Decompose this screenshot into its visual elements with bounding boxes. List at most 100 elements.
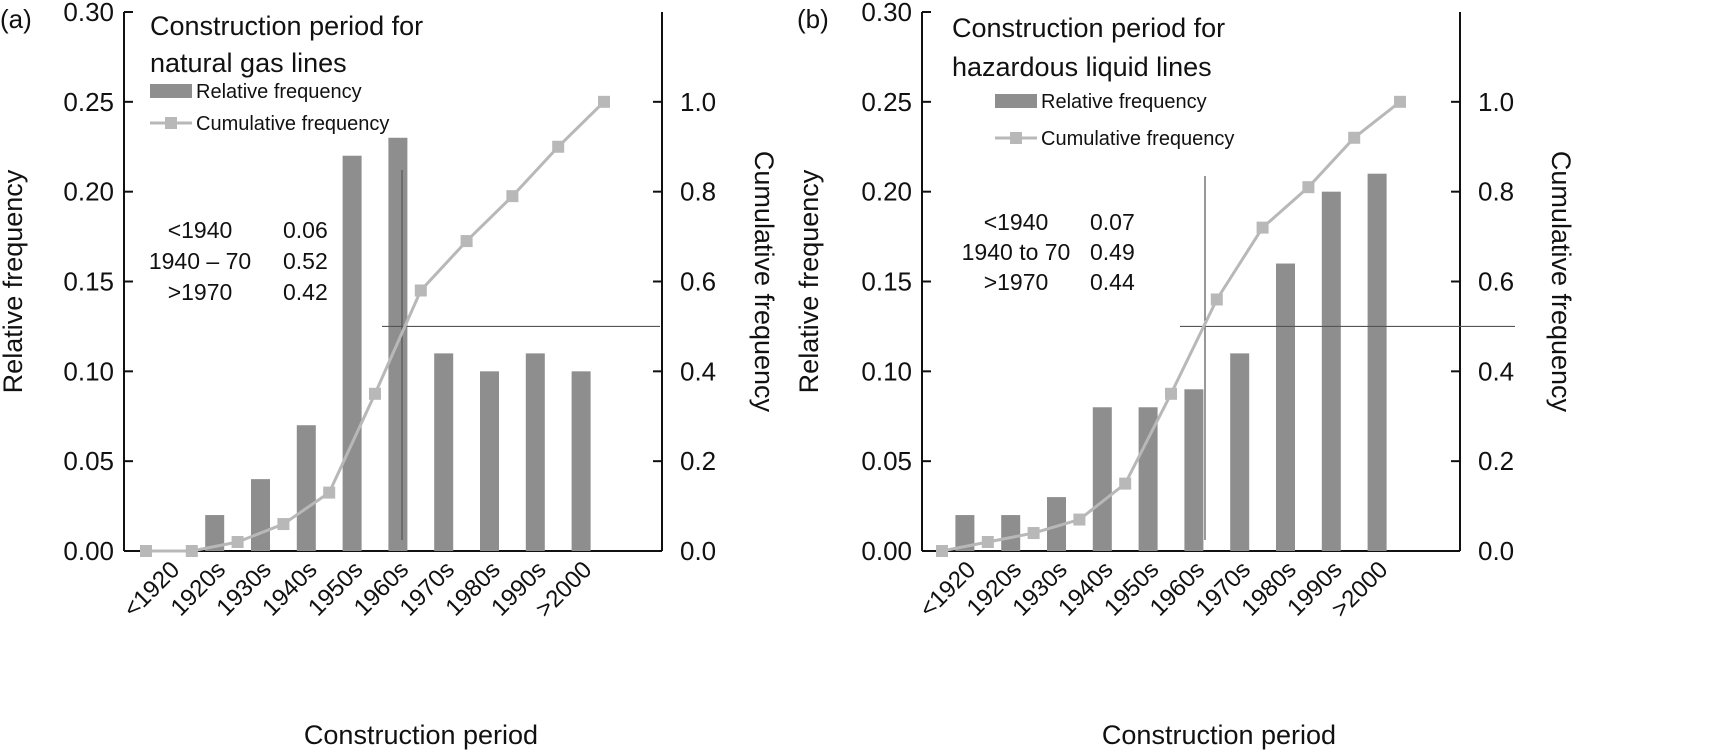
y2-tick-label: 1.0: [680, 87, 716, 117]
bar-2000: [571, 371, 591, 551]
cumulative-point: [598, 95, 610, 108]
cumulative-point: [981, 536, 994, 549]
bar-1980s: [1276, 263, 1295, 551]
summary-period: <1940: [984, 209, 1049, 235]
y-tick-label: 0.20: [63, 177, 114, 207]
summary-period: 1940 to 70: [962, 239, 1071, 265]
summary-value: 0.49: [1090, 239, 1135, 265]
cumulative-point: [1256, 221, 1269, 234]
bar-1970s: [434, 353, 454, 551]
y-tick-label: 0.10: [63, 356, 114, 386]
summary-value: 0.52: [283, 248, 328, 274]
summary-period: >1970: [984, 269, 1049, 295]
cumulative-point: [369, 387, 381, 400]
cumulative-point: [1165, 387, 1177, 400]
y-tick-label: 0.00: [63, 536, 114, 566]
panel-label: (b): [797, 4, 829, 34]
y-tick-label: 0.25: [63, 87, 114, 117]
cumulative-point: [277, 518, 290, 531]
cumulative-point: [414, 284, 427, 297]
x-axis-title: Construction period: [1102, 720, 1336, 750]
bar-1940s: [1092, 407, 1112, 551]
y2-tick-label: 1.0: [1478, 87, 1514, 117]
legend-line-marker: [165, 117, 177, 129]
summary-period: <1940: [168, 217, 233, 243]
cumulative-point: [185, 545, 198, 557]
cumulative-point: [140, 545, 152, 557]
legend-label: Cumulative frequency: [196, 113, 389, 135]
cumulative-point: [936, 545, 948, 557]
y2-tick-label: 0.0: [680, 536, 716, 566]
bar-1930s: [1047, 497, 1066, 551]
y-tick-label: 0.10: [861, 356, 912, 386]
summary-value: 0.44: [1090, 269, 1135, 295]
y-tick-label: 0.20: [861, 177, 912, 207]
y2-tick-label: 0.0: [1478, 536, 1514, 566]
y-tick-label: 0.05: [861, 446, 912, 476]
y2-tick-label: 0.4: [1478, 356, 1514, 386]
cumulative-point: [1302, 181, 1315, 194]
summary-value: 0.42: [283, 279, 328, 305]
chart-panel-a: (a) 0.00 0.05 0.10 0.15 0.20 0.25 0.30 0.0 0.2 0.4…: [0, 0, 779, 750]
cumulative-point: [1394, 95, 1406, 108]
bar-1920s: [205, 515, 225, 551]
chart-panel-b: (b) 0.00 0.05 0.10 0.15 0.20 0.25 0.30 0.0 0.2 0.4…: [794, 0, 1576, 750]
y-tick-label: 0.05: [63, 446, 114, 476]
y2-tick-label: 0.6: [680, 267, 716, 297]
legend-label: Relative frequency: [1041, 91, 1207, 113]
legend-line-marker: [1010, 132, 1022, 144]
cumulative-point: [1119, 477, 1132, 490]
bar-1980s: [480, 371, 499, 551]
y2-tick-label: 0.2: [1478, 446, 1514, 476]
bar-1920: [955, 515, 975, 551]
y2-axis-title: Cumulative frequency: [1546, 151, 1576, 413]
cumulative-point: [506, 190, 519, 203]
y2-tick-label: 0.8: [680, 177, 716, 207]
bar-1950s: [342, 155, 362, 551]
legend-label: Relative frequency: [196, 81, 362, 103]
chart-title-line: natural gas lines: [150, 48, 347, 78]
y-tick-label: 0.15: [861, 267, 912, 297]
bar-1990s: [1321, 191, 1341, 551]
bar-1920s: [1001, 515, 1021, 551]
y-tick-label: 0.25: [861, 87, 912, 117]
legend-bar-swatch: [995, 94, 1037, 108]
y-tick-label: 0.30: [63, 0, 114, 27]
summary-value: 0.07: [1090, 209, 1135, 235]
cumulative-point: [1073, 513, 1086, 526]
cumulative-point: [1027, 527, 1040, 540]
bar-1940s: [296, 425, 316, 551]
cumulative-point: [1210, 293, 1223, 306]
bar-2000: [1367, 173, 1387, 551]
bar-1930s: [251, 479, 270, 551]
legend-bar-swatch: [150, 84, 192, 98]
chart-title-line: hazardous liquid lines: [952, 52, 1212, 82]
summary-period: >1970: [168, 279, 233, 305]
x-axis-title: Construction period: [304, 720, 538, 750]
bar-1970s: [1230, 353, 1250, 551]
cumulative-point: [231, 536, 244, 549]
y2-tick-label: 0.8: [1478, 177, 1514, 207]
cumulative-point: [460, 235, 473, 248]
summary-value: 0.06: [283, 217, 328, 243]
y-axis-title: Relative frequency: [0, 169, 28, 393]
y-tick-label: 0.00: [861, 536, 912, 566]
summary-period: 1940 – 70: [149, 248, 251, 274]
y-tick-label: 0.15: [63, 267, 114, 297]
y2-axis-title: Cumulative frequency: [749, 151, 779, 413]
legend-label: Cumulative frequency: [1041, 128, 1234, 150]
bar-1990s: [525, 353, 545, 551]
cumulative-point: [552, 140, 565, 153]
y2-tick-label: 0.4: [680, 356, 716, 386]
cumulative-point: [323, 486, 336, 499]
chart-title-line: Construction period for: [150, 11, 423, 41]
chart-title-line: Construction period for: [952, 13, 1225, 43]
y-tick-label: 0.30: [861, 0, 912, 27]
y2-tick-label: 0.6: [1478, 267, 1514, 297]
bar-1950s: [1138, 407, 1158, 551]
panel-label: (a): [0, 4, 32, 34]
y-axis-title: Relative frequency: [794, 169, 824, 393]
bar-1960s: [1184, 389, 1204, 551]
cumulative-point: [1348, 131, 1361, 144]
